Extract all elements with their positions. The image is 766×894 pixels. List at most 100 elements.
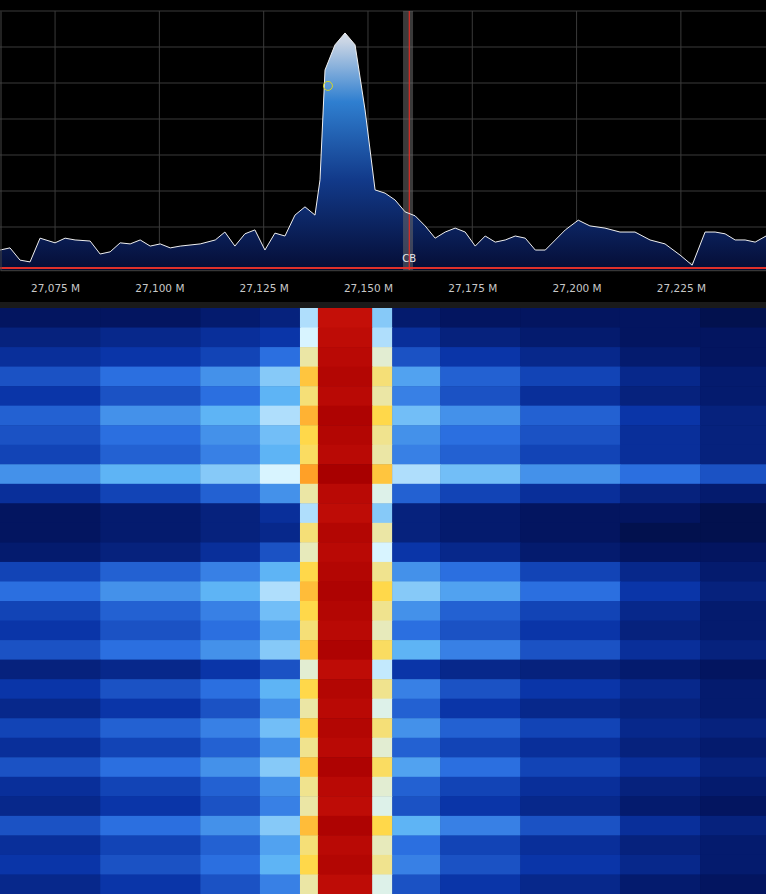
waterfall-cell (392, 464, 440, 484)
waterfall-cell (700, 816, 766, 836)
waterfall-cell (200, 445, 260, 465)
waterfall-cell (318, 347, 373, 367)
band-region (403, 11, 413, 270)
waterfall-cell (0, 406, 101, 426)
waterfall-cell (520, 621, 620, 641)
waterfall-cell (318, 425, 373, 445)
waterfall-cell (260, 679, 301, 699)
waterfall-cell (200, 777, 260, 797)
waterfall-cell (440, 562, 521, 582)
waterfall-cell (0, 679, 101, 699)
waterfall-cell (100, 542, 201, 562)
waterfall-cell (260, 738, 301, 758)
waterfall-cell (260, 796, 301, 816)
waterfall-cell (372, 660, 393, 680)
waterfall-cell (100, 660, 201, 680)
waterfall-cell (0, 699, 101, 719)
waterfall-cell (620, 777, 701, 797)
waterfall-cell (0, 386, 101, 406)
waterfall-cell (200, 425, 260, 445)
waterfall-cell (200, 542, 260, 562)
waterfall-cell (520, 308, 620, 328)
x-tick-label: 27,175 M (448, 282, 497, 294)
waterfall-cell (200, 523, 260, 543)
waterfall-cell (700, 640, 766, 660)
waterfall-cell (260, 503, 301, 523)
waterfall-cell (440, 581, 521, 601)
waterfall-cell (260, 855, 301, 875)
waterfall-cell (0, 874, 101, 894)
waterfall-cell (300, 347, 318, 367)
waterfall-cell (620, 562, 701, 582)
waterfall-cell (392, 835, 440, 855)
waterfall-cell (620, 660, 701, 680)
waterfall-cell (700, 718, 766, 738)
waterfall-cell (200, 796, 260, 816)
waterfall-cell (300, 581, 318, 601)
waterfall-cell (392, 445, 440, 465)
waterfall-cell (260, 406, 301, 426)
waterfall-cell (100, 562, 201, 582)
waterfall-cell (372, 445, 393, 465)
waterfall-cell (392, 718, 440, 738)
waterfall-cell (520, 503, 620, 523)
waterfall-cell (392, 874, 440, 894)
x-tick: 27,225 M (657, 270, 706, 293)
waterfall-cell (620, 679, 701, 699)
waterfall-cell (260, 699, 301, 719)
waterfall-cell (520, 718, 620, 738)
waterfall-cell (100, 679, 201, 699)
waterfall-cell (392, 347, 440, 367)
waterfall-cell (392, 542, 440, 562)
waterfall-cell (100, 386, 201, 406)
waterfall-cell (0, 757, 101, 777)
waterfall-cell (700, 601, 766, 621)
waterfall-cell (440, 874, 521, 894)
waterfall-cell (392, 679, 440, 699)
waterfall-cell (0, 445, 101, 465)
grid-line-x (680, 11, 681, 270)
waterfall-cell (260, 581, 301, 601)
waterfall-cell (100, 445, 201, 465)
waterfall-cell (620, 386, 701, 406)
threshold-line (0, 267, 766, 269)
waterfall-cell (318, 738, 373, 758)
waterfall-cell (100, 308, 201, 328)
grid-line-x (263, 11, 264, 270)
waterfall-cell (318, 484, 373, 504)
waterfall-cell (318, 445, 373, 465)
waterfall-cell (100, 855, 201, 875)
waterfall-cell (520, 542, 620, 562)
waterfall-cell (260, 640, 301, 660)
waterfall-cell (300, 445, 318, 465)
waterfall-cell (300, 621, 318, 641)
waterfall-cell (372, 581, 393, 601)
waterfall-cell (440, 367, 521, 387)
waterfall-cell (300, 855, 318, 875)
waterfall-cell (260, 445, 301, 465)
waterfall (0, 308, 766, 894)
waterfall-cell (700, 699, 766, 719)
waterfall-cell (200, 562, 260, 582)
waterfall-cell (372, 308, 393, 328)
waterfall-cell (100, 621, 201, 641)
waterfall-cell (700, 855, 766, 875)
waterfall-cell (620, 738, 701, 758)
x-tick: 27,150 M (344, 270, 393, 293)
waterfall-cell (100, 699, 201, 719)
waterfall-cell (700, 425, 766, 445)
waterfall-cell (520, 796, 620, 816)
waterfall-cell (700, 542, 766, 562)
waterfall-cell (700, 464, 766, 484)
waterfall-cell (372, 640, 393, 660)
waterfall-cell (100, 718, 201, 738)
waterfall-cell (392, 308, 440, 328)
waterfall-cell (0, 777, 101, 797)
waterfall-cell (700, 835, 766, 855)
waterfall-cell (300, 542, 318, 562)
waterfall-cell (620, 621, 701, 641)
x-tick-label: 27,150 M (344, 282, 393, 294)
waterfall-cell (100, 738, 201, 758)
waterfall-cell (318, 640, 373, 660)
waterfall-cell (260, 562, 301, 582)
